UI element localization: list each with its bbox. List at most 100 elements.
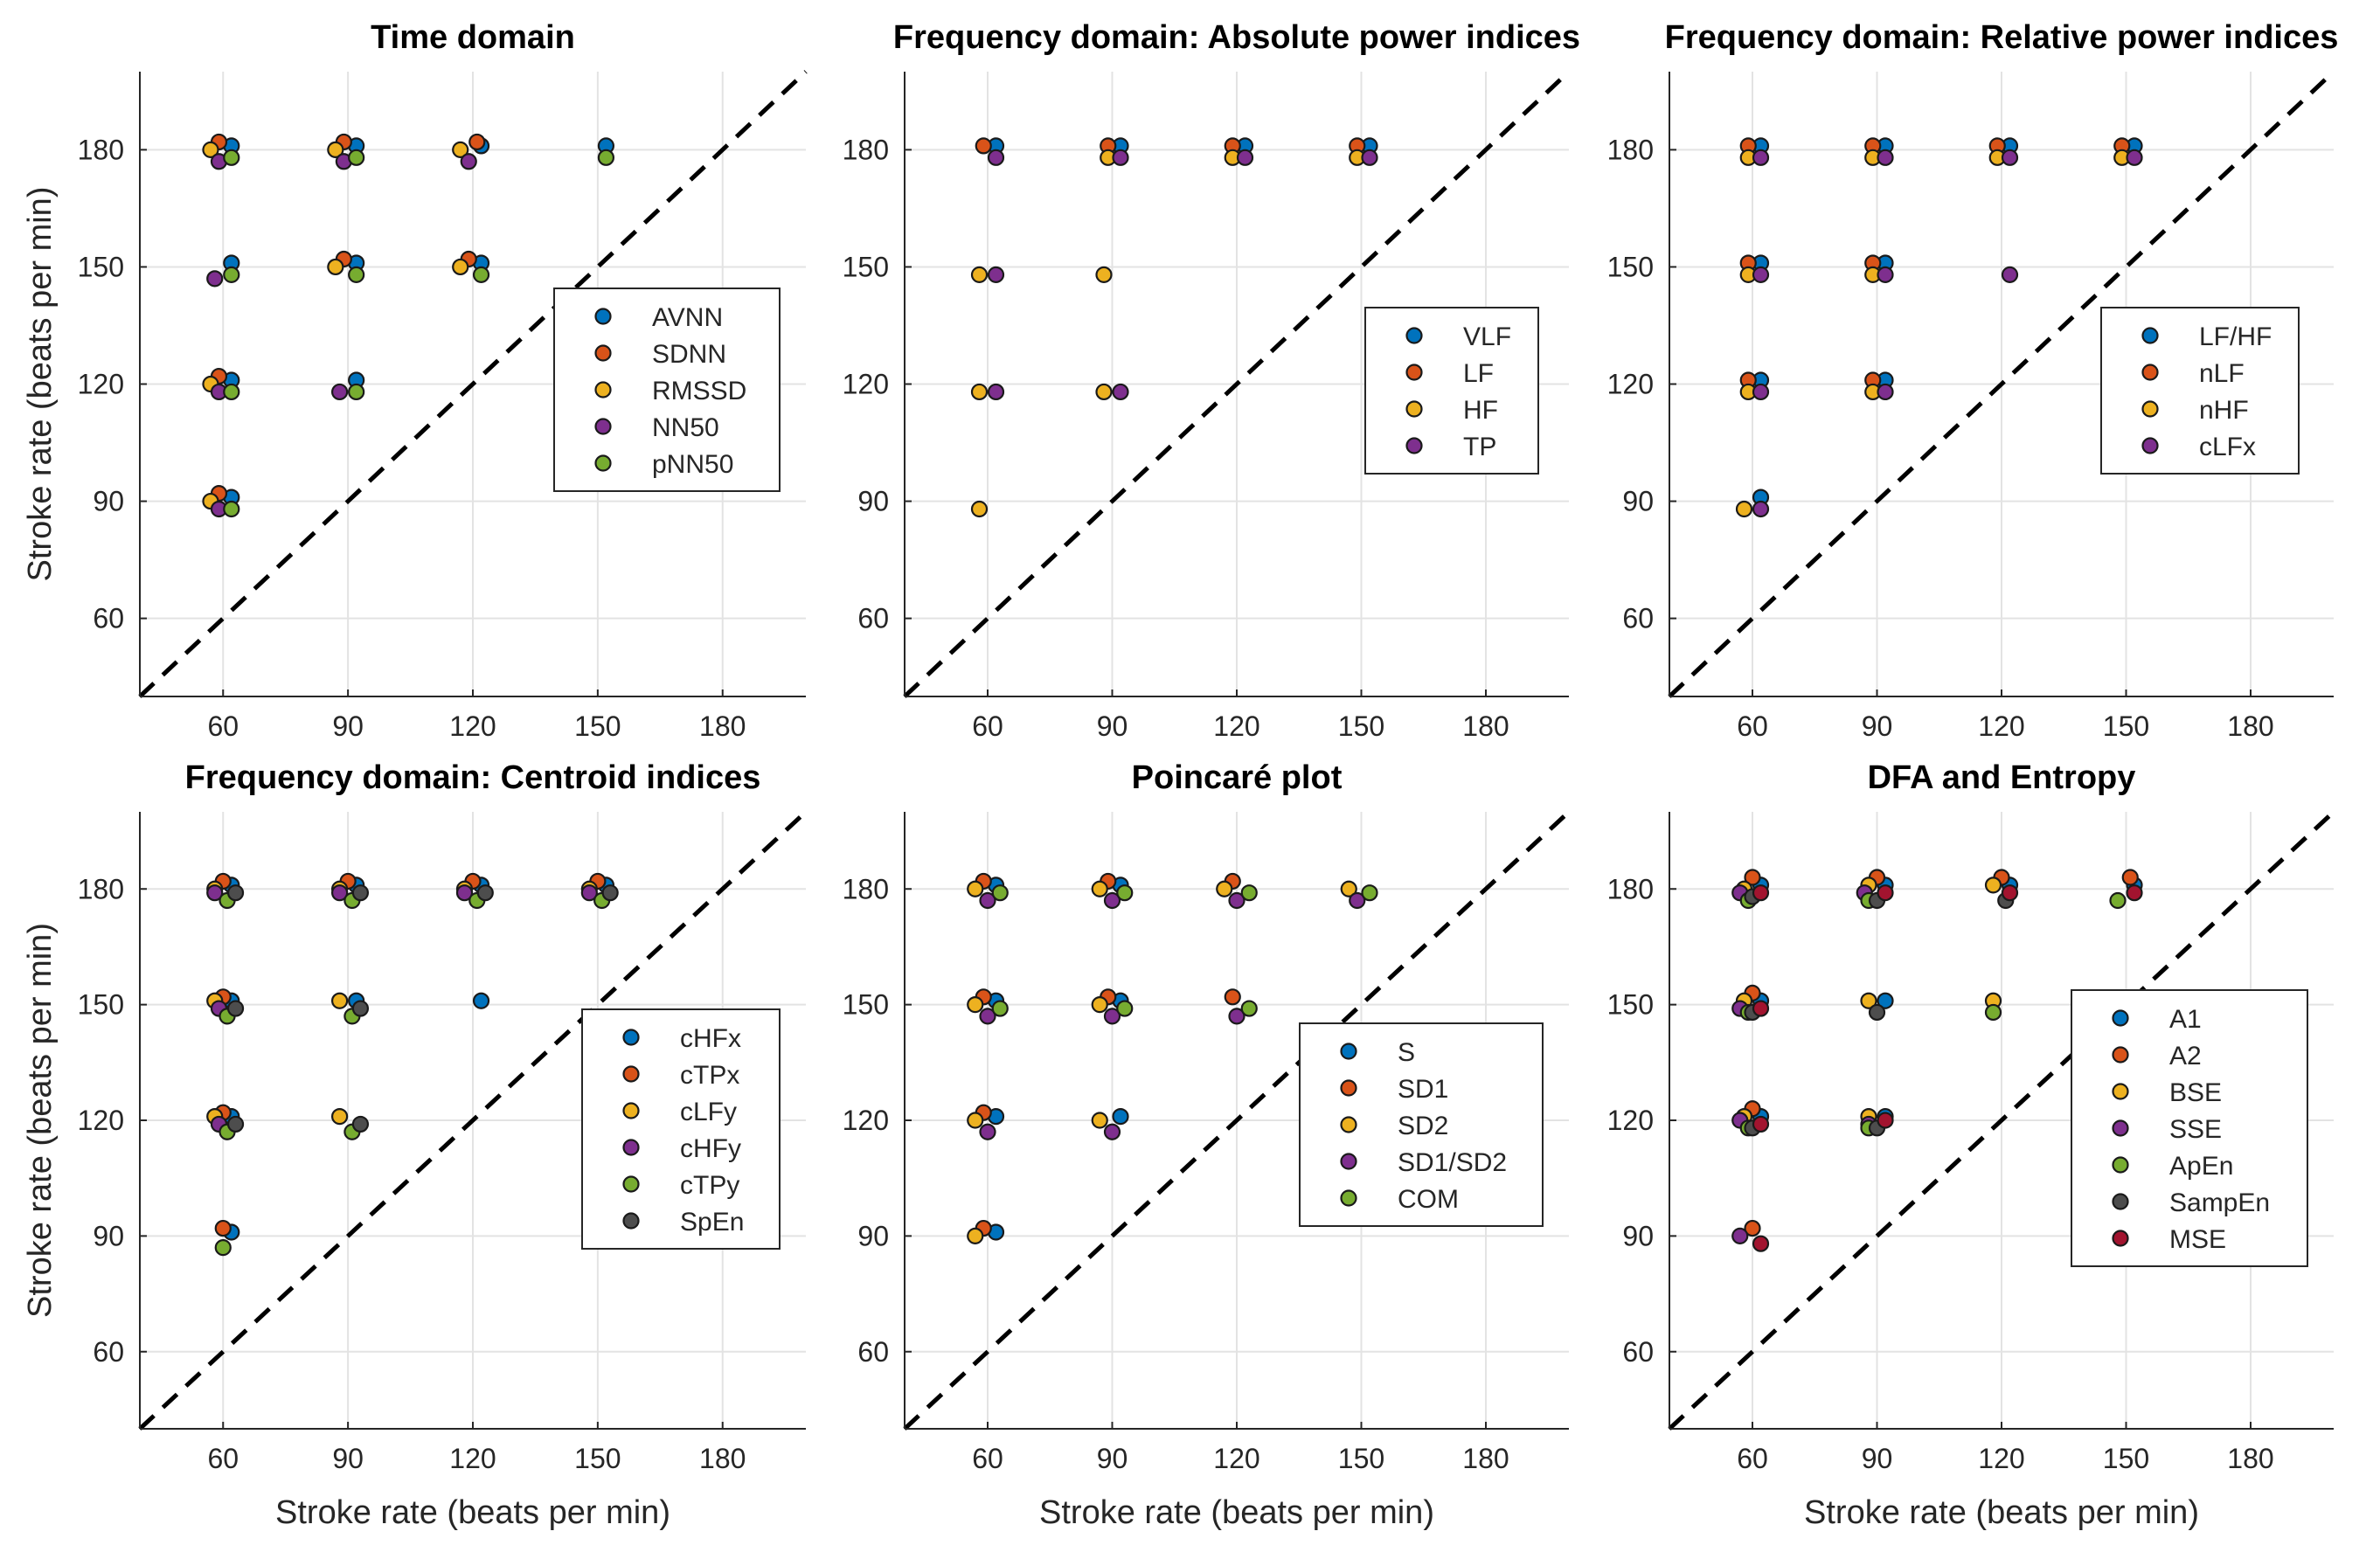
data-point — [1868, 1003, 1886, 1022]
legend-marker — [1340, 1079, 1357, 1097]
data-point — [1240, 1000, 1258, 1017]
legend-label: cHFy — [680, 1134, 741, 1163]
legend-label: MSE — [2169, 1225, 2226, 1254]
data-point — [1112, 1107, 1129, 1126]
series-mse — [1752, 884, 2143, 1252]
data-point — [975, 137, 992, 155]
legend-marker — [622, 1212, 640, 1230]
data-point — [226, 1115, 245, 1133]
series-avnn — [223, 137, 615, 506]
data-point — [1984, 877, 2002, 894]
data-point — [223, 266, 240, 283]
legend-label: A2 — [2169, 1042, 2202, 1071]
legend-box — [581, 1008, 781, 1250]
legend-label: BSE — [2169, 1078, 2222, 1107]
legend-label: cTPx — [680, 1061, 739, 1090]
legend-marker — [622, 1139, 640, 1156]
series-lf-hf — [1752, 137, 2143, 506]
data-point — [226, 1000, 245, 1017]
x-tick-label: 180 — [1462, 1443, 1509, 1474]
data-point — [1216, 880, 1233, 897]
legend-marker — [2141, 327, 2159, 344]
y-tick-label: 180 — [1607, 873, 1654, 904]
data-point — [1752, 383, 1770, 401]
legend-label: cTPy — [680, 1171, 739, 1200]
legend-marker — [1340, 1043, 1357, 1060]
data-point — [979, 891, 996, 910]
legend-marker — [1405, 327, 1423, 344]
data-point — [331, 383, 349, 401]
data-point — [1103, 891, 1121, 910]
data-point — [2001, 149, 2019, 166]
legend: LF/HF nLF nHF cLFx — [2100, 307, 2300, 475]
y-tick-label: 90 — [1622, 1220, 1654, 1251]
series-spen — [226, 884, 619, 1133]
data-point — [1228, 1008, 1246, 1025]
series-sd2 — [967, 880, 1357, 1244]
chart-title: Frequency domain: Centroid indices — [185, 759, 761, 796]
x-tick-label: 90 — [1862, 1443, 1893, 1474]
legend-box — [2100, 307, 2300, 475]
x-axis-label: Stroke rate (beats per min) — [1804, 1494, 2199, 1531]
x-tick-label: 90 — [332, 1443, 364, 1474]
y-tick-label: 120 — [843, 369, 889, 400]
data-point — [987, 266, 1005, 283]
x-tick-label: 150 — [1338, 1443, 1384, 1474]
legend-marker — [1405, 400, 1423, 418]
identity-line — [138, 810, 808, 1431]
data-point — [223, 149, 240, 166]
y-axis-label: Stroke rate (beats per min) — [22, 923, 59, 1318]
data-point — [1735, 500, 1753, 518]
y-tick-label: 120 — [78, 1105, 124, 1136]
data-point — [979, 1123, 996, 1140]
data-point — [1112, 149, 1129, 166]
data-point — [1752, 266, 1770, 283]
y-tick-label: 120 — [843, 1105, 889, 1136]
data-point — [991, 1000, 1009, 1017]
panel-4: 60 90 120 150 180 60 90 120 150 180 Frequency doma… — [22, 759, 808, 1531]
data-point — [970, 500, 989, 518]
legend-marker — [2141, 400, 2159, 418]
panel-6: 60 90 120 150 180 60 90 120 150 180 DFA and Entrop… — [1607, 759, 2335, 1531]
data-point — [348, 383, 365, 401]
panel-2: 60 90 120 150 180 60 90 120 150 180 Frequency doma… — [843, 19, 1580, 742]
legend-label: SampEn — [2169, 1188, 2270, 1217]
legend-box — [553, 288, 781, 492]
legend-marker — [594, 344, 612, 362]
y-tick-label: 150 — [843, 251, 889, 282]
data-point — [1091, 1112, 1108, 1129]
x-tick-label: 60 — [1737, 1443, 1768, 1474]
legend: AVNN SDNN RMSSD NN50 pNN50 — [553, 288, 781, 492]
data-point — [970, 383, 989, 401]
data-point — [223, 500, 240, 518]
data-point — [2121, 869, 2139, 886]
data-point — [2001, 266, 2019, 283]
legend-label: cHFx — [680, 1024, 741, 1053]
y-axis-label: Stroke rate (beats per min) — [22, 187, 59, 582]
series-chfy — [206, 884, 598, 1133]
y-tick-label: 180 — [78, 873, 124, 904]
legend-label: cLFy — [680, 1098, 737, 1126]
legend-marker — [2112, 1156, 2129, 1174]
y-tick-label: 90 — [93, 486, 124, 517]
legend-marker — [2112, 1009, 2129, 1027]
chart-title: DFA and Entropy — [1868, 759, 2136, 796]
data-point — [455, 884, 474, 902]
data-point — [1877, 266, 1894, 283]
legend-label: LF/HF — [2199, 322, 2272, 351]
data-point — [1984, 1003, 2002, 1022]
legend-label: SD1/SD2 — [1398, 1148, 1507, 1177]
legend-label: nHF — [2199, 396, 2249, 425]
identity-line — [138, 70, 808, 698]
data-point — [1877, 992, 1894, 1009]
legend-box — [1364, 307, 1539, 475]
x-tick-label: 120 — [449, 710, 496, 742]
x-tick-label: 180 — [699, 1443, 746, 1474]
data-point — [460, 153, 477, 170]
data-point — [223, 383, 240, 401]
x-tick-label: 120 — [1213, 1443, 1259, 1474]
legend-marker — [622, 1029, 640, 1046]
x-tick-label: 150 — [1338, 710, 1384, 742]
legend-marker — [622, 1065, 640, 1083]
chart-title: Frequency domain: Relative power indices — [1665, 19, 2339, 56]
